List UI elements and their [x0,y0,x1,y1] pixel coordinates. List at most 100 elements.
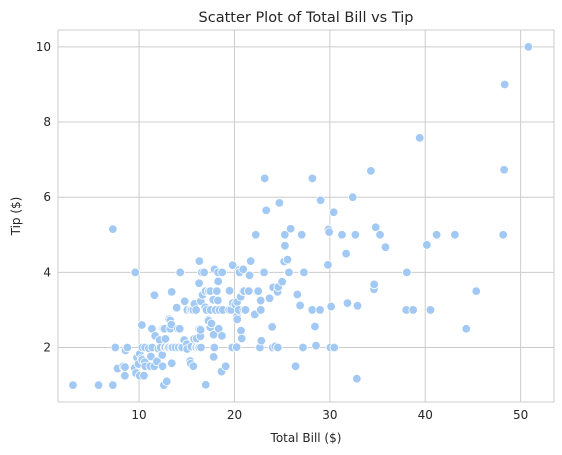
data-point [352,374,362,384]
data-point [299,267,309,278]
data-point [244,270,255,281]
data-point [311,340,321,351]
x-tick-label: 40 [418,408,433,422]
data-point [329,342,339,353]
data-point [120,362,130,372]
data-point [110,342,121,353]
data-point [267,322,277,332]
data-point [366,166,376,176]
data-point [160,334,171,344]
data-point [298,342,308,353]
data-point [217,331,227,341]
data-point [324,227,334,237]
data-point [307,305,317,315]
data-point [120,370,130,381]
data-point [408,305,418,315]
data-point [259,267,269,278]
data-point [194,256,205,266]
data-point [196,342,206,353]
data-point [307,173,318,184]
data-point [280,240,290,251]
data-point [371,222,381,232]
data-point [206,318,217,329]
data-point [499,165,509,175]
x-tick-label: 50 [513,408,528,422]
data-point [297,230,307,240]
x-tick-label: 30 [322,408,337,422]
data-point [68,380,78,390]
data-point [108,224,118,234]
data-point [251,230,261,240]
plot-frame [57,29,555,403]
y-tick-label: 8 [43,115,51,129]
data-point [195,325,206,335]
y-tick-label: 4 [43,265,51,279]
data-point [208,352,219,362]
data-point [213,295,223,306]
data-point [328,207,339,217]
data-point [285,224,296,234]
data-point [175,324,185,334]
data-point [209,342,220,353]
data-point [212,286,222,296]
data-point [348,192,358,202]
data-point [253,286,263,296]
data-point [326,301,336,312]
data-point [277,277,287,287]
data-point [523,42,534,52]
x-axis-label: Total Bill ($) [270,431,342,445]
data-point [237,333,247,344]
x-tick-label: 10 [131,408,146,422]
data-point [130,267,140,278]
data-point [220,361,231,372]
data-point [122,342,133,353]
data-point [450,230,460,240]
data-point [171,302,182,313]
data-point [166,358,177,368]
data-point [227,260,238,270]
data-point [213,276,223,287]
x-tick-label: 20 [227,408,242,422]
tick-labels: 10 20 30 40 50 2 4 6 8 10 [36,40,529,422]
data-point [284,267,294,278]
data-point [256,305,266,315]
data-point [108,380,118,390]
data-point [402,267,412,278]
data-point [422,240,432,250]
data-point [157,361,168,372]
data-point [375,230,385,240]
data-point [352,301,363,311]
data-point [188,361,199,372]
data-point [461,324,471,334]
data-point [256,336,267,346]
data-point [425,305,436,315]
data-point [255,295,266,306]
data-point [310,321,320,332]
data-point [224,286,235,296]
data-point [261,205,271,216]
data-point [431,230,442,240]
data-point [217,267,227,278]
data-point [290,361,301,372]
data-point [273,342,283,353]
y-tick-label: 10 [36,40,51,54]
data-point [201,380,211,390]
data-point [137,320,147,330]
data-point [315,195,326,205]
data-point [191,305,201,315]
data-point [245,256,256,266]
data-point [162,376,172,387]
data-point [194,278,204,288]
y-tick-label: 2 [43,341,51,355]
data-point [369,279,379,290]
data-point [498,230,508,240]
data-point [259,173,270,184]
data-points [68,42,534,390]
data-point [292,289,303,300]
y-axis-label: Tip ($) [9,197,23,237]
data-point [337,230,347,240]
y-tick-label: 6 [43,190,51,204]
data-point [280,230,290,240]
data-point [199,267,209,278]
